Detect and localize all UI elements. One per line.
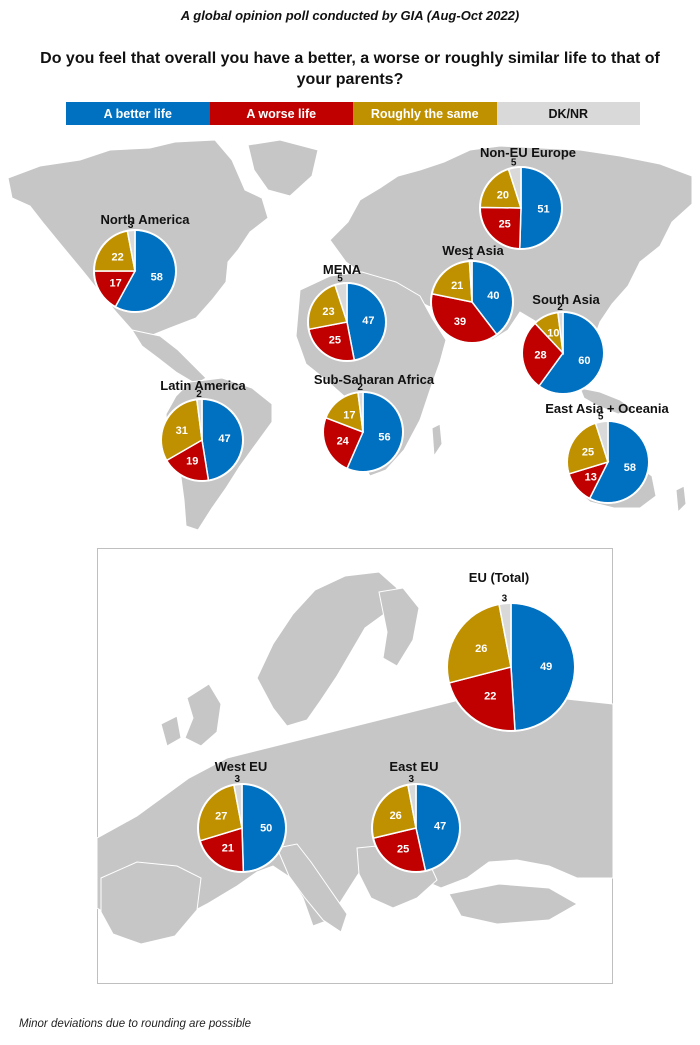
pie-rim-north-america (93, 229, 177, 313)
region-label-north-america: North America (100, 212, 190, 227)
iberia-landmass (100, 861, 202, 945)
pie-rim-eu-total (446, 602, 576, 732)
region-label-non-eu-europe: Non-EU Europe (480, 145, 576, 160)
value-label-west-asia-dknr: 1 (468, 251, 474, 262)
pie-rim-west-eu (197, 783, 287, 873)
pie-rim-east-eu (371, 783, 461, 873)
value-label-non-eu-europe-same: 20 (497, 190, 509, 202)
value-label-west-asia-better: 40 (487, 290, 499, 302)
pie-rim-sub-saharan-africa (322, 391, 404, 473)
region-label-eu-total: EU (Total) (469, 570, 529, 585)
new-zealand-landmass (675, 485, 687, 514)
value-label-latin-america-better: 47 (218, 433, 230, 445)
scandinavia-landmass (256, 571, 398, 727)
survey-question: Do you feel that overall you have a bett… (40, 50, 660, 88)
value-label-north-america-better: 58 (151, 272, 163, 284)
value-label-latin-america-same: 31 (176, 425, 188, 437)
value-label-sub-saharan-africa-worse: 24 (337, 436, 350, 448)
pie-eu-total: 49 22 26 3 EU (Total) (446, 570, 576, 732)
value-label-east-asia-oceania-worse: 13 (585, 472, 597, 484)
pie-rim-non-eu-europe (479, 166, 563, 250)
region-label-mena: MENA (323, 262, 362, 277)
footnote: Minor deviations due to rounding are pos… (19, 1018, 252, 1030)
value-label-west-asia-same: 21 (451, 280, 463, 292)
value-label-north-america-worse: 17 (109, 278, 121, 290)
pie-rim-east-asia-oceania (566, 420, 650, 504)
value-label-sub-saharan-africa-dknr: 2 (357, 382, 363, 393)
value-label-east-asia-oceania-same: 25 (582, 447, 594, 459)
southeast-asia-islands (579, 387, 636, 415)
value-label-sub-saharan-africa-better: 56 (378, 432, 390, 444)
value-label-mena-same: 23 (322, 306, 334, 318)
value-label-non-eu-europe-dknr: 5 (511, 158, 517, 169)
turkey-landmass (448, 883, 579, 925)
value-label-sub-saharan-africa-same: 17 (343, 410, 355, 422)
value-label-east-eu-dknr: 3 (409, 774, 415, 785)
value-label-east-asia-oceania-better: 58 (624, 462, 636, 474)
value-label-west-eu-worse: 21 (222, 843, 234, 855)
value-label-south-asia-better: 60 (578, 355, 590, 367)
value-label-west-eu-same: 27 (215, 811, 227, 823)
value-label-mena-better: 47 (362, 315, 374, 327)
value-label-eu-total-dknr: 3 (502, 593, 508, 604)
finland-landmass (378, 587, 420, 667)
value-label-east-eu-same: 26 (390, 810, 402, 822)
region-label-latin-america: Latin America (160, 378, 246, 393)
region-label-south-asia: South Asia (532, 292, 600, 307)
value-label-south-asia-worse: 28 (534, 349, 546, 361)
greenland-landmass (247, 139, 319, 197)
value-label-west-eu-dknr: 3 (235, 774, 241, 785)
value-label-east-eu-better: 47 (434, 820, 446, 832)
pie-rim-mena (307, 282, 387, 362)
value-label-latin-america-dknr: 2 (196, 389, 202, 400)
italy-landmass (276, 843, 348, 933)
pie-rim-latin-america (160, 398, 244, 482)
value-label-eu-total-worse: 22 (484, 691, 496, 703)
legend-item-worse: A worse life (209, 102, 353, 125)
value-label-east-eu-worse: 25 (397, 844, 409, 856)
value-label-latin-america-worse: 19 (186, 455, 198, 467)
poll-subtitle: A global opinion poll conducted by GIA (… (180, 8, 520, 23)
madagascar-landmass (431, 423, 443, 458)
value-label-east-asia-oceania-dknr: 5 (598, 412, 604, 423)
value-label-mena-dknr: 5 (337, 274, 343, 285)
region-label-sub-saharan-africa: Sub-Saharan Africa (314, 372, 435, 387)
value-label-non-eu-europe-worse: 25 (499, 219, 511, 231)
region-label-west-eu: West EU (215, 759, 268, 774)
value-label-south-asia-same: 10 (547, 328, 559, 340)
value-label-non-eu-europe-better: 51 (537, 203, 549, 215)
ireland-landmass (160, 715, 182, 747)
legend-item-dknr: DK/NR (496, 102, 640, 125)
value-label-south-asia-dknr: 2 (557, 302, 563, 313)
legend-item-better: A better life (66, 102, 210, 125)
region-label-east-asia-oceania: East Asia + Oceania (545, 401, 669, 416)
value-label-west-eu-better: 50 (260, 823, 272, 835)
legend-item-same: Roughly the same (353, 102, 497, 125)
value-label-north-america-same: 22 (111, 252, 123, 264)
value-label-west-asia-worse: 39 (454, 316, 466, 328)
pie-rim-south-asia (521, 311, 605, 395)
region-label-west-asia: West Asia (442, 243, 504, 258)
value-label-eu-total-better: 49 (540, 661, 552, 673)
value-label-mena-worse: 25 (329, 335, 341, 347)
british-isles-landmass (184, 683, 222, 747)
value-label-north-america-dknr: 3 (128, 220, 134, 231)
pie-rim-west-asia (430, 260, 514, 344)
legend: A better life A worse life Roughly the s… (66, 102, 640, 125)
value-label-eu-total-same: 26 (475, 643, 487, 655)
region-label-east-eu: East EU (389, 759, 438, 774)
